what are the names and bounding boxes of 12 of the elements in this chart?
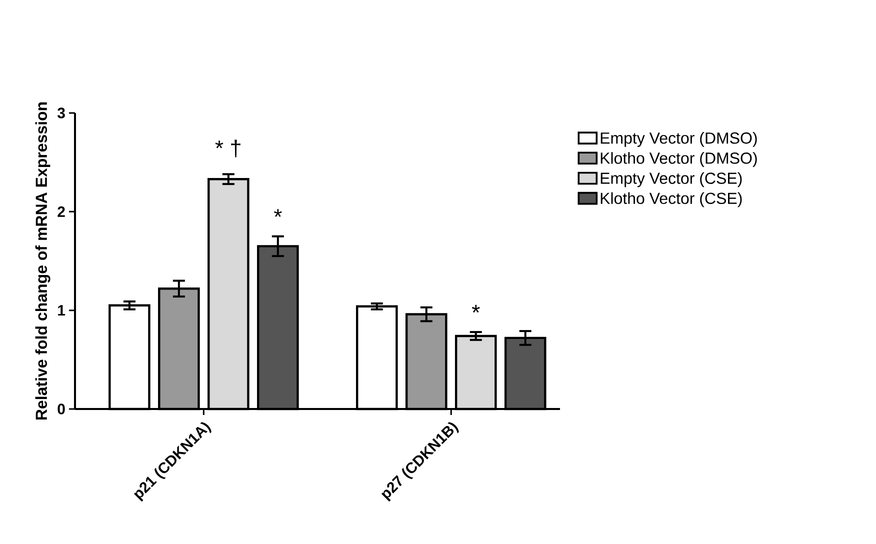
legend-label: Klotho Vector (DMSO) [600, 152, 757, 167]
annotation: * [274, 209, 282, 217]
annotation: * † [215, 140, 240, 158]
legend-label: Empty Vector (DMSO) [600, 132, 757, 147]
legend-label: Empty Vector (CSE) [600, 172, 742, 188]
y-tick-label: 1 [58, 305, 66, 316]
y-tick-label: 3 [57, 108, 65, 118]
legend-label: Klotho Vector (CSE) [600, 192, 742, 208]
y-tick-label: 2 [58, 206, 65, 217]
annotation: * [472, 304, 480, 313]
y-tick-label: 0 [58, 404, 65, 414]
y-axis-title: Relative fold change of mRNA Expression [35, 102, 50, 420]
